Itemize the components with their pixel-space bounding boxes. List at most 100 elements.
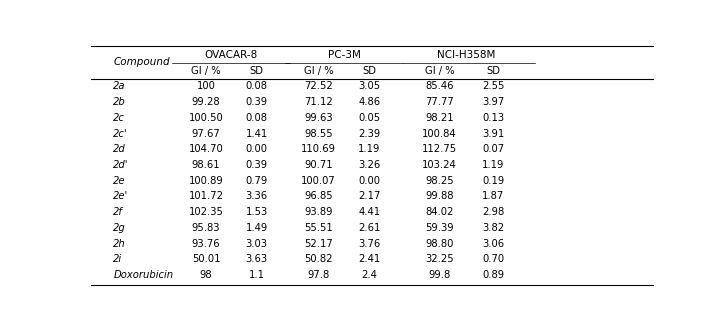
Text: 93.76: 93.76 (192, 238, 221, 249)
Text: 0.39: 0.39 (245, 97, 268, 107)
Text: 0.08: 0.08 (245, 113, 268, 123)
Text: GI / %: GI / % (303, 66, 333, 76)
Text: 50.01: 50.01 (192, 254, 221, 264)
Text: 2.61: 2.61 (358, 223, 380, 233)
Text: 0.08: 0.08 (245, 81, 268, 91)
Text: 2f: 2f (113, 207, 123, 217)
Text: 0.13: 0.13 (482, 113, 504, 123)
Text: GI / %: GI / % (425, 66, 454, 76)
Text: 3.05: 3.05 (358, 81, 380, 91)
Text: 99.28: 99.28 (192, 97, 221, 107)
Text: 2h: 2h (113, 238, 126, 249)
Text: 1.49: 1.49 (245, 223, 268, 233)
Text: 0.00: 0.00 (358, 176, 380, 186)
Text: 52.17: 52.17 (304, 238, 333, 249)
Text: 3.82: 3.82 (482, 223, 504, 233)
Text: 90.71: 90.71 (304, 160, 333, 170)
Text: 0.19: 0.19 (482, 176, 504, 186)
Text: 2i: 2i (113, 254, 123, 264)
Text: 2b: 2b (113, 97, 126, 107)
Text: 4.86: 4.86 (358, 97, 380, 107)
Text: 0.70: 0.70 (482, 254, 504, 264)
Text: 98.55: 98.55 (304, 129, 333, 139)
Text: NCI-H358M: NCI-H358M (437, 50, 496, 60)
Text: 72.52: 72.52 (304, 81, 333, 91)
Text: 1.19: 1.19 (482, 160, 505, 170)
Text: 0.89: 0.89 (482, 270, 504, 280)
Text: 100.07: 100.07 (301, 176, 336, 186)
Text: 59.39: 59.39 (425, 223, 454, 233)
Text: 2.4: 2.4 (362, 270, 378, 280)
Text: SD: SD (362, 66, 376, 76)
Text: 55.51: 55.51 (304, 223, 333, 233)
Text: 2c: 2c (113, 113, 125, 123)
Text: Compound: Compound (113, 57, 170, 67)
Text: 77.77: 77.77 (425, 97, 454, 107)
Text: 71.12: 71.12 (304, 97, 333, 107)
Text: 100.89: 100.89 (189, 176, 224, 186)
Text: OVACAR-8: OVACAR-8 (205, 50, 258, 60)
Text: 103.24: 103.24 (423, 160, 457, 170)
Text: 2e: 2e (113, 176, 126, 186)
Text: PC-3M: PC-3M (327, 50, 360, 60)
Text: 3.03: 3.03 (245, 238, 268, 249)
Text: Doxorubicin: Doxorubicin (113, 270, 174, 280)
Text: 3.63: 3.63 (245, 254, 268, 264)
Text: 98.21: 98.21 (425, 113, 454, 123)
Text: 98: 98 (200, 270, 213, 280)
Text: 104.70: 104.70 (189, 144, 224, 154)
Text: 1.1: 1.1 (249, 270, 265, 280)
Text: 95.83: 95.83 (192, 223, 221, 233)
Text: 2.41: 2.41 (358, 254, 380, 264)
Text: 99.88: 99.88 (425, 191, 454, 202)
Text: 99.8: 99.8 (428, 270, 451, 280)
Text: 2g: 2g (113, 223, 126, 233)
Text: 2.17: 2.17 (358, 191, 380, 202)
Text: 1.41: 1.41 (245, 129, 268, 139)
Text: 2.98: 2.98 (482, 207, 504, 217)
Text: 2a: 2a (113, 81, 126, 91)
Text: 2e': 2e' (113, 191, 129, 202)
Text: 3.06: 3.06 (482, 238, 504, 249)
Text: 96.85: 96.85 (304, 191, 333, 202)
Text: SD: SD (250, 66, 264, 76)
Text: SD: SD (486, 66, 500, 76)
Text: 102.35: 102.35 (189, 207, 224, 217)
Text: 3.97: 3.97 (482, 97, 504, 107)
Text: 100.84: 100.84 (423, 129, 457, 139)
Text: 0.07: 0.07 (482, 144, 504, 154)
Text: 100.50: 100.50 (189, 113, 224, 123)
Text: 98.25: 98.25 (425, 176, 454, 186)
Text: 50.82: 50.82 (304, 254, 333, 264)
Text: 3.76: 3.76 (358, 238, 380, 249)
Text: 0.05: 0.05 (358, 113, 380, 123)
Text: 3.36: 3.36 (245, 191, 268, 202)
Text: 1.87: 1.87 (482, 191, 504, 202)
Text: 97.8: 97.8 (308, 270, 330, 280)
Text: 85.46: 85.46 (425, 81, 454, 91)
Text: 2.55: 2.55 (482, 81, 505, 91)
Text: 101.72: 101.72 (189, 191, 224, 202)
Text: 100: 100 (197, 81, 216, 91)
Text: 2d: 2d (113, 144, 126, 154)
Text: 93.89: 93.89 (304, 207, 333, 217)
Text: 99.63: 99.63 (304, 113, 333, 123)
Text: 2c': 2c' (113, 129, 128, 139)
Text: 32.25: 32.25 (425, 254, 454, 264)
Text: 112.75: 112.75 (422, 144, 457, 154)
Text: 97.67: 97.67 (192, 129, 221, 139)
Text: 2d': 2d' (113, 160, 129, 170)
Text: 98.61: 98.61 (192, 160, 221, 170)
Text: GI / %: GI / % (191, 66, 221, 76)
Text: 110.69: 110.69 (301, 144, 336, 154)
Text: 1.53: 1.53 (245, 207, 268, 217)
Text: 3.91: 3.91 (482, 129, 504, 139)
Text: 98.80: 98.80 (425, 238, 454, 249)
Text: 3.26: 3.26 (358, 160, 380, 170)
Text: 0.39: 0.39 (245, 160, 268, 170)
Text: 0.79: 0.79 (245, 176, 268, 186)
Text: 1.19: 1.19 (358, 144, 380, 154)
Text: 2.39: 2.39 (358, 129, 380, 139)
Text: 84.02: 84.02 (425, 207, 454, 217)
Text: 0.00: 0.00 (245, 144, 268, 154)
